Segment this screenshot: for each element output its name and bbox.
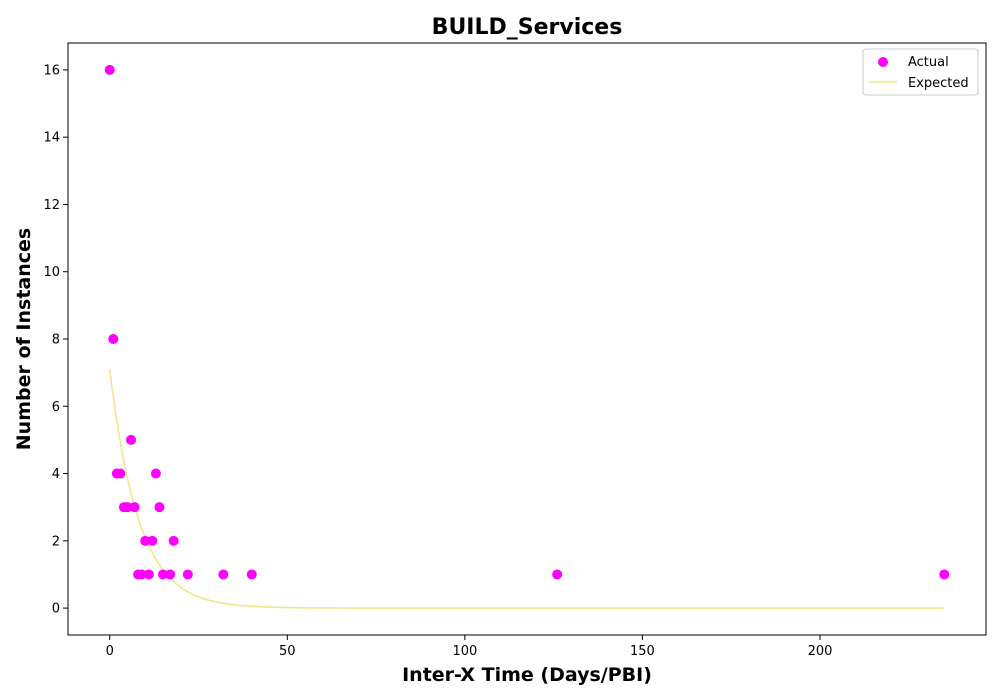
x-tick-label: 200 [808, 644, 833, 659]
x-tick-label: 0 [106, 644, 114, 659]
y-axis: 0 2 4 6 8 10 12 14 16 [43, 63, 68, 616]
y-tick-label: 14 [43, 131, 60, 146]
actual-point [126, 435, 136, 445]
actual-point [105, 65, 115, 75]
actual-point [154, 502, 164, 512]
actual-point [169, 536, 179, 546]
legend-marker-actual [878, 57, 888, 67]
actual-series [105, 65, 950, 580]
actual-point [144, 569, 154, 579]
actual-point [165, 569, 175, 579]
actual-point [552, 569, 562, 579]
x-tick-label: 150 [630, 644, 655, 659]
actual-point [147, 536, 157, 546]
x-tick-label: 50 [279, 644, 296, 659]
legend-label-expected: Expected [908, 76, 969, 91]
y-tick-label: 6 [52, 400, 60, 415]
expected-line [110, 369, 945, 608]
x-tick-label: 100 [452, 644, 477, 659]
legend-label-actual: Actual [908, 55, 949, 70]
chart-title: BUILD_Services [432, 15, 623, 40]
actual-point [183, 569, 193, 579]
actual-point [247, 569, 257, 579]
x-axis-label: Inter-X Time (Days/PBI) [402, 664, 652, 686]
actual-point [218, 569, 228, 579]
x-axis: 0 50 100 150 200 [106, 635, 833, 659]
legend: Actual Expected [863, 49, 978, 95]
y-tick-label: 12 [43, 198, 60, 213]
actual-point [115, 469, 125, 479]
actual-point [151, 469, 161, 479]
expected-series [110, 369, 945, 608]
y-tick-label: 2 [52, 534, 60, 549]
y-tick-label: 16 [43, 63, 60, 78]
y-tick-label: 4 [52, 467, 60, 482]
plot-frame [68, 43, 986, 635]
actual-point [108, 334, 118, 344]
y-axis-label: Number of Instances [13, 228, 35, 450]
y-tick-label: 10 [43, 265, 60, 280]
y-tick-label: 8 [52, 333, 60, 348]
actual-point [130, 502, 140, 512]
actual-point [939, 569, 949, 579]
y-tick-label: 0 [52, 602, 60, 617]
